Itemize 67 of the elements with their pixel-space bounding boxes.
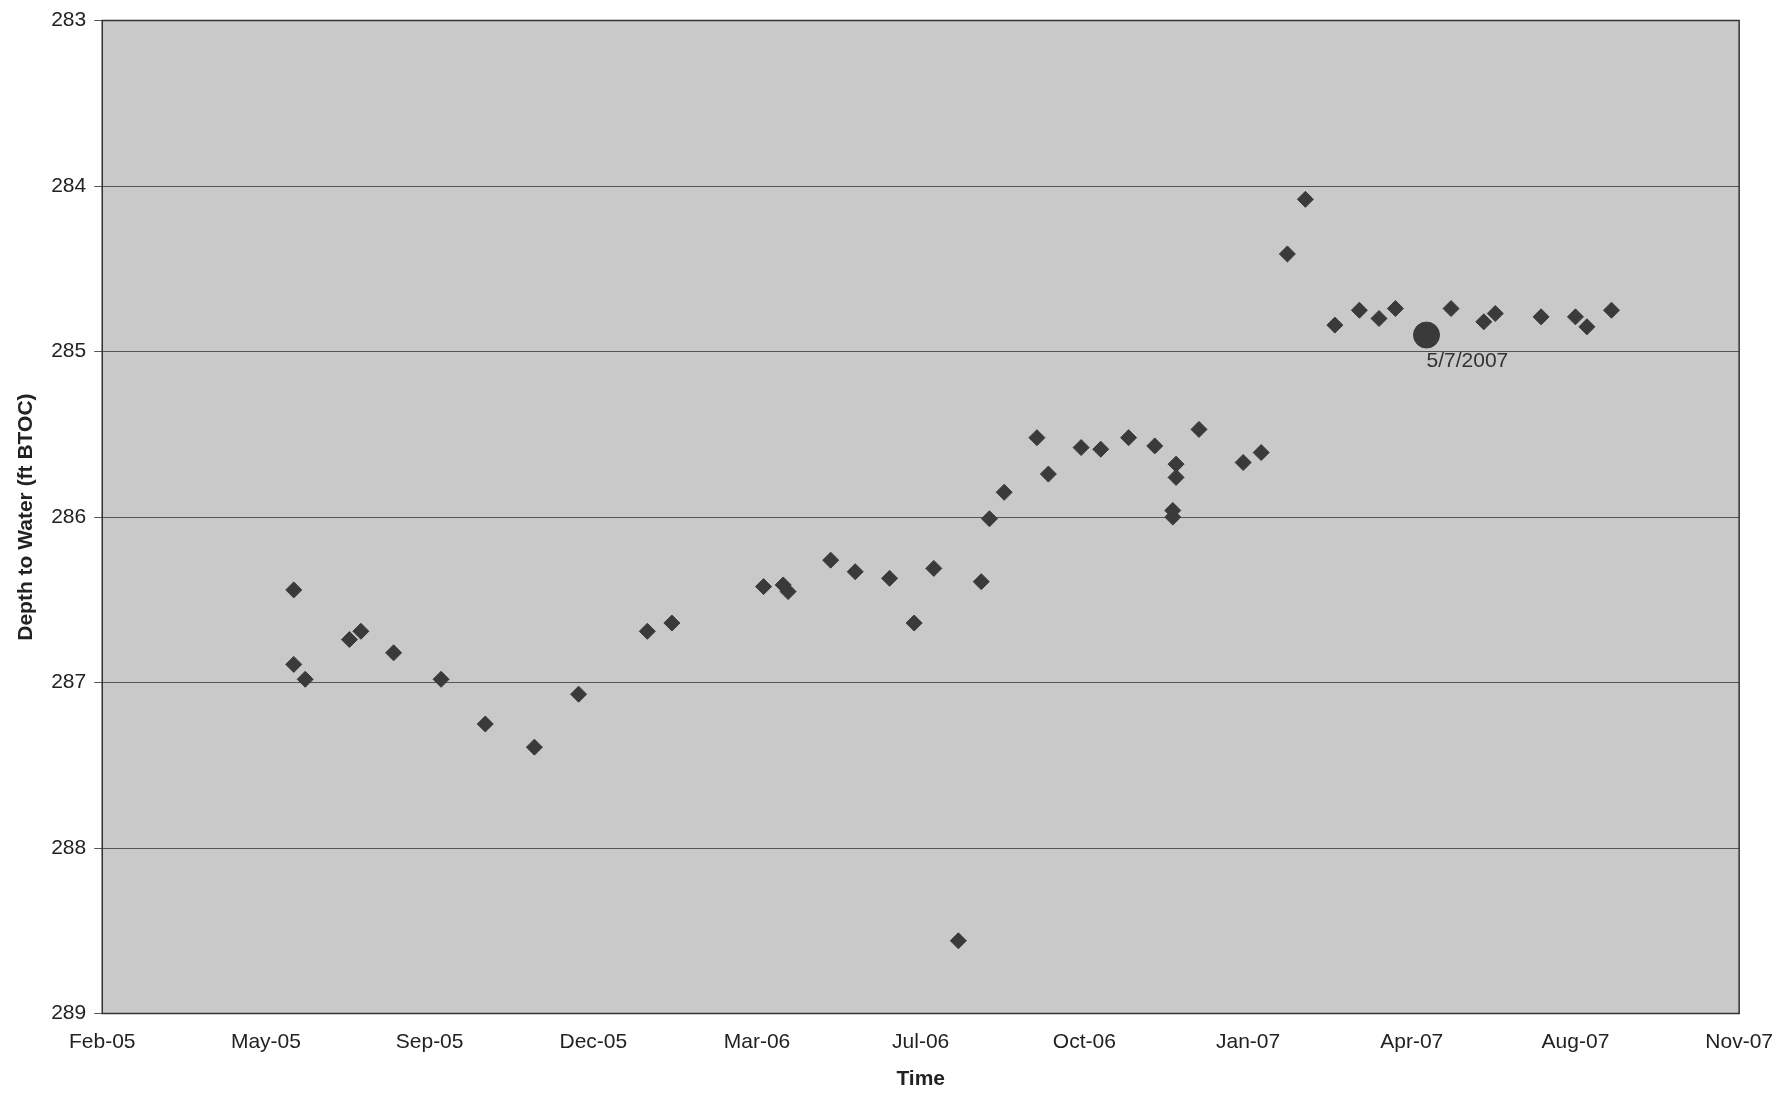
point: [925, 559, 943, 577]
point: [1120, 429, 1138, 447]
point: [1028, 429, 1046, 447]
point: [1532, 308, 1550, 326]
point: [1475, 313, 1493, 331]
point: [1296, 190, 1314, 208]
point: [905, 614, 923, 632]
point: [1370, 310, 1388, 327]
annotation: 5/7/2007: [1426, 348, 1509, 372]
point: [1146, 437, 1164, 455]
y-tick-label: 285: [51, 338, 87, 362]
x-axis-title: Time: [896, 1066, 946, 1090]
x-tick-label: May-05: [230, 1029, 301, 1052]
point: [525, 738, 543, 756]
x-tick-label: Sep-05: [395, 1029, 464, 1052]
point: [995, 483, 1013, 501]
point: [385, 644, 403, 662]
x-tick-label: Oct-06: [1052, 1029, 1116, 1052]
point: [1486, 305, 1504, 323]
x-tick-label: Nov-07: [1705, 1029, 1773, 1052]
point: [1350, 301, 1368, 319]
point: [1442, 300, 1460, 318]
point: [1190, 420, 1208, 438]
point: [1252, 444, 1270, 462]
point: [1413, 321, 1440, 349]
y-tick-label: 283: [51, 7, 87, 31]
point: [296, 670, 314, 688]
y-axis-title: Depth to Water (ft BTOC): [13, 393, 37, 641]
point: [822, 551, 840, 569]
point: [1566, 308, 1584, 326]
point: [846, 563, 864, 581]
point: [570, 685, 588, 703]
y-tick-label: 287: [51, 669, 87, 693]
x-tick-label: Dec-05: [559, 1029, 628, 1052]
point: [1072, 439, 1090, 457]
point: [1602, 301, 1620, 319]
point: [638, 622, 656, 640]
y-tick-label: 286: [51, 503, 87, 527]
x-tick-label: Jul-06: [892, 1029, 950, 1052]
point: [285, 655, 303, 673]
x-tick-label: Jan-07: [1215, 1029, 1281, 1052]
y-tick-label: 284: [51, 172, 87, 196]
point: [980, 510, 998, 528]
point: [1167, 455, 1185, 473]
x-tick-label: Feb-05: [68, 1029, 136, 1052]
point: [881, 569, 899, 587]
x-tick-label: Aug-07: [1541, 1029, 1610, 1052]
point: [1234, 453, 1252, 471]
point: [285, 581, 303, 599]
point: [755, 578, 773, 596]
point: [476, 715, 494, 733]
point: [972, 573, 990, 591]
point: [1326, 316, 1344, 334]
point: [432, 670, 450, 688]
point: [352, 622, 370, 640]
x-tick-label: Apr-07: [1380, 1029, 1444, 1052]
point: [949, 932, 967, 950]
point: [1278, 245, 1296, 263]
point: [1578, 318, 1596, 336]
x-tick-label: Mar-06: [723, 1029, 791, 1052]
point: [340, 631, 358, 649]
point: [1386, 300, 1404, 318]
point: [1039, 465, 1057, 483]
y-tick-label: 288: [51, 834, 87, 858]
point: [663, 614, 681, 632]
y-tick-label: 289: [51, 1000, 87, 1024]
point: [1092, 440, 1110, 458]
